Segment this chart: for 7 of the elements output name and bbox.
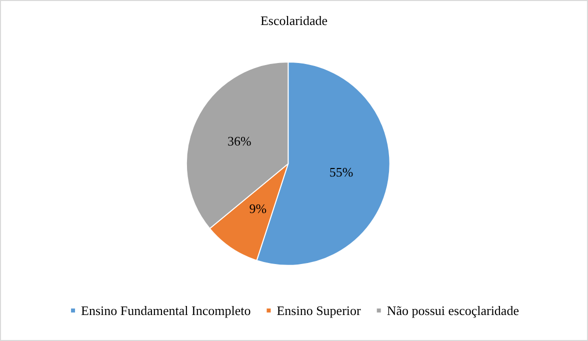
legend-label: Ensino Fundamental Incompleto xyxy=(81,303,251,318)
chart-title: Escolaridade xyxy=(260,13,328,28)
data-label: 9% xyxy=(249,200,267,216)
data-label: 36% xyxy=(227,133,252,148)
legend-label: Ensino Superior xyxy=(276,303,362,318)
data-label: 55% xyxy=(329,164,354,180)
legend-label: Não possui escoçlaridade xyxy=(386,303,520,318)
